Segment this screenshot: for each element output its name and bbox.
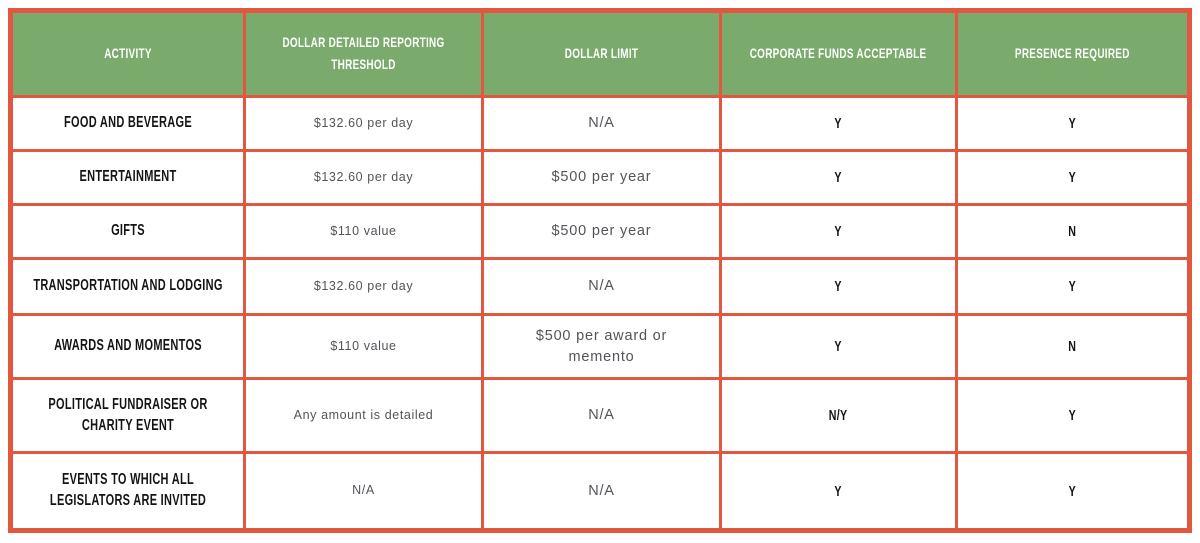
threshold-cell: $132.60 per day	[246, 98, 481, 149]
activity-label: POLITICAL FUNDRAISER OR CHARITY EVENT	[48, 395, 208, 434]
dollar-limit-value: N/A	[588, 407, 615, 424]
activity-label: FOOD AND BEVERAGE	[64, 114, 192, 132]
threshold-value: N/A	[352, 483, 375, 498]
dollar-limit-cell: $500 per year	[484, 152, 719, 203]
header-cell-presence-required: PRESENCE REQUIRED	[958, 13, 1187, 95]
corporate-funds-cell: Y	[722, 454, 955, 528]
threshold-cell: Any amount is detailed	[246, 380, 481, 451]
threshold-value: Any amount is detailed	[293, 407, 434, 422]
threshold-value: $110 value	[330, 223, 397, 238]
dollar-limit-cell: $500 per year	[484, 206, 719, 257]
dollar-limit-cell: N/A	[484, 260, 719, 313]
presence-required-cell: Y	[958, 454, 1187, 528]
corporate-funds-cell: Y	[722, 206, 955, 257]
presence-required-cell: N	[958, 206, 1187, 257]
threshold-value: $132.60 per day	[313, 278, 414, 293]
threshold-cell: N/A	[246, 454, 481, 528]
presence-required-cell: Y	[958, 98, 1187, 149]
dollar-limit-value: $500 per year	[551, 169, 652, 186]
corporate-funds-value: Y	[834, 482, 843, 500]
activity-cell: AWARDS AND MOMENTOS	[13, 316, 243, 377]
header-label-presence-required: PRESENCE REQUIRED	[1015, 45, 1130, 62]
header-cell-activity: ACTIVITY	[13, 13, 243, 95]
header-cell-threshold: DOLLAR DETAILED REPORTING THRESHOLD	[246, 13, 481, 95]
corporate-funds-cell: N/Y	[722, 380, 955, 451]
threshold-cell: $132.60 per day	[246, 152, 481, 203]
corporate-funds-value: Y	[834, 223, 843, 240]
presence-required-value: Y	[1068, 115, 1077, 132]
corporate-funds-value: Y	[834, 115, 843, 132]
dollar-limit-cell: $500 per award or memento	[484, 316, 719, 377]
corporate-funds-value: Y	[834, 338, 843, 355]
activity-label: ENTERTAINMENT	[79, 168, 177, 186]
activity-cell: TRANSPORTATION AND LODGING	[13, 260, 243, 313]
activity-label: TRANSPORTATION AND LODGING	[33, 277, 223, 295]
corporate-funds-cell: Y	[722, 152, 955, 203]
corporate-funds-value: N/Y	[829, 407, 848, 424]
threshold-value: $132.60 per day	[313, 169, 414, 184]
activity-rules-table: ACTIVITY DOLLAR DETAILED REPORTING THRES…	[8, 8, 1192, 533]
dollar-limit-cell: N/A	[484, 98, 719, 149]
dollar-limit-value: $500 per award or memento	[535, 328, 668, 365]
threshold-cell: $110 value	[246, 316, 481, 377]
activity-label: AWARDS AND MOMENTOS	[54, 337, 202, 355]
threshold-value: $132.60 per day	[313, 115, 414, 130]
dollar-limit-cell: N/A	[484, 454, 719, 528]
threshold-value: $110 value	[330, 338, 397, 353]
header-label-threshold: DOLLAR DETAILED REPORTING THRESHOLD	[282, 34, 445, 72]
presence-required-cell: N	[958, 316, 1187, 377]
dollar-limit-value: $500 per year	[551, 223, 652, 240]
presence-required-cell: Y	[958, 380, 1187, 451]
activity-cell: FOOD AND BEVERAGE	[13, 98, 243, 149]
presence-required-value: Y	[1068, 482, 1077, 500]
threshold-cell: $132.60 per day	[246, 260, 481, 313]
dollar-limit-cell: N/A	[484, 380, 719, 451]
corporate-funds-cell: Y	[722, 316, 955, 377]
activity-cell: GIFTS	[13, 206, 243, 257]
corporate-funds-cell: Y	[722, 98, 955, 149]
presence-required-cell: Y	[958, 152, 1187, 203]
header-cell-dollar-limit: DOLLAR LIMIT	[484, 13, 719, 95]
dollar-limit-value: N/A	[588, 482, 615, 499]
header-label-corporate-funds: CORPORATE FUNDS ACCEPTABLE	[750, 45, 927, 62]
header-cell-corporate-funds: CORPORATE FUNDS ACCEPTABLE	[722, 13, 955, 95]
presence-required-cell: Y	[958, 260, 1187, 313]
presence-required-value: N	[1068, 338, 1077, 355]
activity-cell: EVENTS TO WHICH ALL LEGISLATORS ARE INVI…	[13, 454, 243, 528]
presence-required-value: Y	[1068, 278, 1077, 295]
threshold-cell: $110 value	[246, 206, 481, 257]
presence-required-value: N	[1068, 223, 1077, 240]
header-label-activity: ACTIVITY	[104, 45, 152, 62]
presence-required-value: Y	[1068, 169, 1077, 186]
dollar-limit-value: N/A	[588, 278, 615, 295]
corporate-funds-cell: Y	[722, 260, 955, 313]
dollar-limit-value: N/A	[588, 115, 615, 132]
activity-cell: ENTERTAINMENT	[13, 152, 243, 203]
activity-cell: POLITICAL FUNDRAISER OR CHARITY EVENT	[13, 380, 243, 451]
activity-label: GIFTS	[111, 222, 145, 240]
activity-label: EVENTS TO WHICH ALL LEGISLATORS ARE INVI…	[49, 471, 207, 509]
presence-required-value: Y	[1068, 407, 1077, 424]
corporate-funds-value: Y	[834, 169, 843, 186]
header-label-dollar-limit: DOLLAR LIMIT	[564, 45, 639, 62]
corporate-funds-value: Y	[834, 278, 843, 295]
